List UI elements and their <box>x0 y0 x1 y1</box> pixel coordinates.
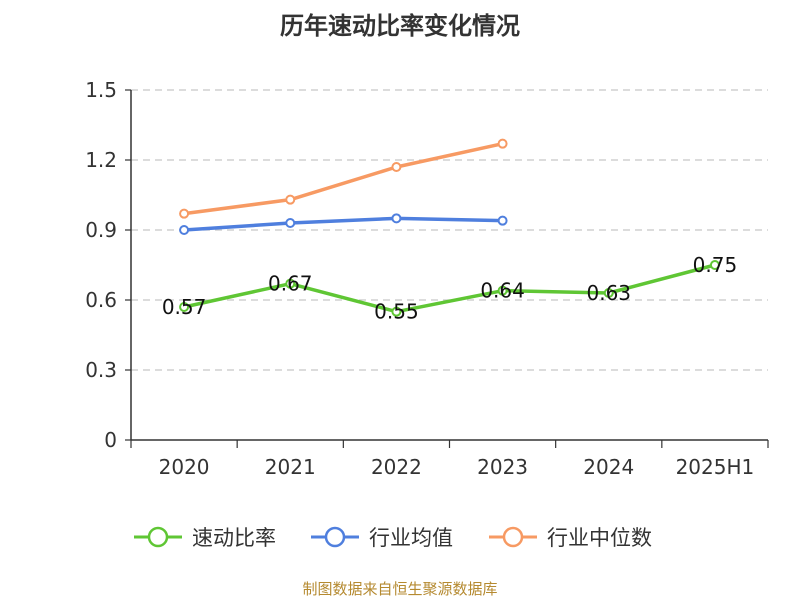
legend-label: 行业中位数 <box>547 526 652 550</box>
x-tick-label: 2021 <box>265 455 316 479</box>
data-point <box>391 162 402 172</box>
data-labels: 0.57 0.67 0.55 0.64 0.63 0.75 <box>162 253 737 324</box>
y-tick-label: 0.6 <box>85 288 117 312</box>
data-point <box>497 285 508 296</box>
data-label: 0.64 <box>480 279 525 303</box>
source-note: 制图数据来自恒生聚源数据库 <box>302 580 498 598</box>
x-tick-label: 2020 <box>159 455 210 479</box>
data-point <box>179 208 190 219</box>
x-tick-label: 2023 <box>477 455 528 479</box>
data-point <box>603 288 614 298</box>
data-label: 0.67 <box>268 272 313 296</box>
series-line <box>183 263 716 314</box>
data-point <box>285 278 296 289</box>
chart-title: 历年速动比率变化情况 <box>280 12 520 40</box>
series-line <box>183 216 503 232</box>
y-tick-label: 0.9 <box>85 218 117 242</box>
grid-lines <box>131 89 768 371</box>
y-tick-label: 0 <box>104 428 117 452</box>
x-tick-label: 2025H1 <box>676 455 755 479</box>
legend-label: 速动比率 <box>192 526 276 550</box>
legend-item[interactable]: 速动比率 <box>134 526 276 550</box>
data-point <box>497 138 508 149</box>
y-tick-label: 1.5 <box>85 78 117 102</box>
data-point <box>179 225 190 235</box>
legend[interactable]: 速动比率 行业均值 行业中位数 <box>134 526 652 550</box>
data-point <box>285 194 296 205</box>
axes: 0 0.3 0.6 0.9 1.2 1.5 2020 2021 2022 2023 2024 2025… <box>85 78 769 479</box>
x-tick-label: 2024 <box>583 455 634 479</box>
data-label: 0.55 <box>374 300 419 324</box>
data-point <box>391 306 402 317</box>
series-lines <box>179 138 720 317</box>
data-point <box>497 215 508 226</box>
x-tick-label: 2022 <box>371 455 422 479</box>
legend-marker-icon <box>147 526 169 548</box>
y-tick-label: 0.3 <box>85 358 117 382</box>
data-point <box>391 213 402 224</box>
legend-marker-icon <box>502 526 524 548</box>
legend-item[interactable]: 行业均值 <box>311 526 453 550</box>
legend-label: 行业均值 <box>369 526 453 550</box>
series-line <box>183 141 503 216</box>
legend-marker-icon <box>324 526 346 548</box>
legend-item[interactable]: 行业中位数 <box>489 526 652 550</box>
data-label: 0.57 <box>162 295 207 319</box>
data-point <box>285 218 296 228</box>
data-label: 0.75 <box>693 253 738 277</box>
data-label: 0.63 <box>586 281 631 305</box>
data-point <box>709 260 720 270</box>
data-point <box>179 302 190 312</box>
y-tick-label: 1.2 <box>85 148 117 172</box>
